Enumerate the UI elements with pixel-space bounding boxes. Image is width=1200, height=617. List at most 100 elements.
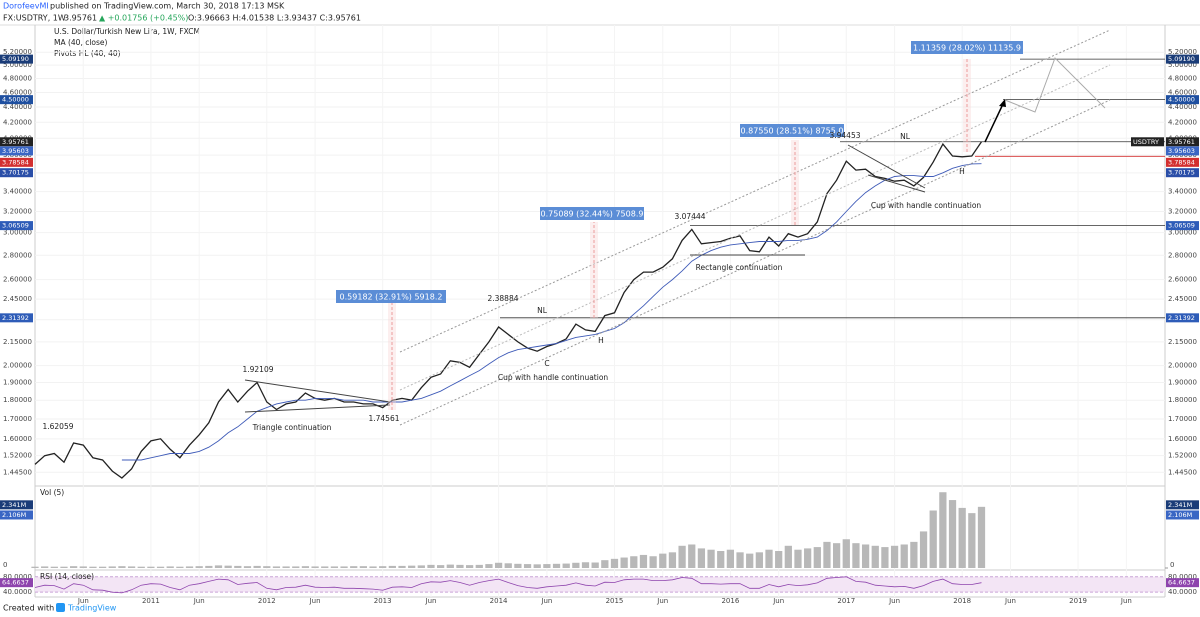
y-tick-label: 4.40000 <box>3 103 32 111</box>
volume-bar <box>321 566 329 568</box>
volume-bar <box>659 553 667 568</box>
volume-bar <box>833 543 841 568</box>
volume-bar <box>678 545 686 568</box>
volume-bar <box>408 565 416 568</box>
volume-bar <box>755 552 763 568</box>
volume-bar <box>746 553 754 568</box>
last-price: 3.95761 <box>64 14 97 23</box>
volume-badge-bg <box>0 510 33 520</box>
volume-bar <box>224 565 232 568</box>
rsi-badge: 64.6637 <box>2 579 29 587</box>
volume-bar <box>736 552 744 568</box>
volume-bar <box>465 565 474 568</box>
x-tick-label: 2014 <box>490 597 508 605</box>
x-tick-label: Jun <box>656 597 668 605</box>
volume-bar <box>50 566 58 568</box>
volume-bar <box>330 566 339 568</box>
author[interactable]: DorofeevMI <box>3 2 49 11</box>
axis-overlay: 5.09190 5.09190 4.50000 4.50000 3.95761 3.957… <box>0 54 1199 588</box>
y-tick-label: 2.00000 <box>3 362 32 370</box>
volume-bar <box>765 549 773 568</box>
measure-label: 0.87550 (28.51%) 8755.0 <box>741 127 844 136</box>
volume-badge-bg <box>0 500 33 510</box>
x-tick-label: 2017 <box>837 597 855 605</box>
volume-bar <box>552 563 561 568</box>
x-tick-label: 2015 <box>606 597 624 605</box>
volume-bar <box>929 510 937 568</box>
y-tick-label: 4.60000 <box>3 88 32 96</box>
y-tick-label: 1.60000 <box>1168 435 1197 443</box>
volume-bar <box>668 552 677 568</box>
level-badge-bg <box>0 137 33 147</box>
volume-bar <box>939 492 947 568</box>
measure-area <box>791 140 799 225</box>
y-tick-label: 5.00000 <box>1168 61 1197 69</box>
measure-box <box>540 207 644 220</box>
rsi-line <box>34 576 982 594</box>
volume-bar <box>118 566 126 568</box>
triangle-line <box>867 174 926 193</box>
level-badge-bg <box>0 157 33 167</box>
y-tick-label: 4.20000 <box>1168 118 1197 126</box>
volume-bar <box>185 566 194 568</box>
volume-bar <box>156 566 165 568</box>
volume-bar <box>311 566 319 568</box>
y-tick-label: 80.0000 <box>1168 573 1197 581</box>
level-badge: 3.78584 <box>2 158 29 166</box>
pattern-mark: C <box>544 359 549 368</box>
legend-ma: MA (40, close) <box>54 38 108 47</box>
level-badge-bg <box>0 313 33 323</box>
triangle-line <box>847 144 926 189</box>
x-tick-label: Jun <box>1004 597 1016 605</box>
level-badge: 5.09190 <box>1168 55 1195 63</box>
volume-bar <box>784 545 792 568</box>
volume-badge: 2.106M <box>1168 511 1192 519</box>
measure-box <box>336 290 446 303</box>
volume-bar <box>60 566 68 568</box>
volume-bar <box>485 564 493 568</box>
volume-bar <box>137 566 145 568</box>
volume-bar <box>369 566 377 568</box>
x-tick-label: Jun <box>425 597 437 605</box>
volume-title: Vol (5) <box>40 488 64 497</box>
y-tick-label: 2.15000 <box>3 338 32 346</box>
level-badge-bg <box>1166 168 1199 178</box>
x-tick-label: 2011 <box>142 597 160 605</box>
y-tick-label: 4.80000 <box>1168 74 1197 82</box>
y-tick-label: 4.80000 <box>3 74 32 82</box>
y-tick-label: 1.80000 <box>3 396 32 404</box>
volume-bar <box>620 557 628 568</box>
volume-bar <box>437 565 445 568</box>
volume-bar <box>446 564 454 568</box>
footer-brand[interactable]: TradingView <box>67 604 117 613</box>
measure-label: 1.11359 (28.02%) 11135.9 <box>913 44 1021 53</box>
volume-bar <box>688 544 696 568</box>
rsi-badge: 64.6637 <box>1168 579 1195 587</box>
volume-bar <box>842 539 850 568</box>
projection <box>1004 57 1106 113</box>
y-tick-label: 4.60000 <box>1168 88 1197 96</box>
pattern-label: Cup with handle continuation <box>871 201 982 210</box>
x-tick-label: Jun <box>772 597 784 605</box>
y-tick-label: 0 <box>3 561 7 569</box>
level-badge-bg <box>0 221 33 231</box>
volume-bar <box>79 566 87 568</box>
level-badge-bg <box>1166 313 1199 323</box>
volume-bar <box>214 565 223 568</box>
y-tick-label: 1.60000 <box>3 435 32 443</box>
volume-badge-bg <box>1166 500 1199 510</box>
volume-bar <box>591 562 599 568</box>
pattern-label: Triangle continuation <box>252 423 332 432</box>
y-tick-label: 40.0000 <box>1168 588 1197 596</box>
volume-bar <box>494 562 503 568</box>
measure-box <box>740 124 844 137</box>
volume-bar <box>379 566 387 568</box>
arrow-head <box>999 99 1006 107</box>
volume-bar <box>350 566 358 568</box>
y-tick-label: 2.80000 <box>1168 251 1197 259</box>
y-tick-label: 1.44500 <box>3 468 32 476</box>
volume-bar <box>272 566 281 568</box>
channel-line <box>399 29 1111 353</box>
